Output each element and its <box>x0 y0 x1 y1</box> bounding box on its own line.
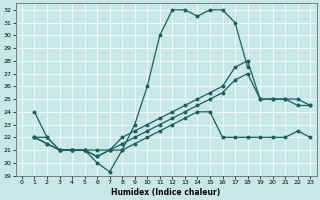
X-axis label: Humidex (Indice chaleur): Humidex (Indice chaleur) <box>111 188 221 197</box>
